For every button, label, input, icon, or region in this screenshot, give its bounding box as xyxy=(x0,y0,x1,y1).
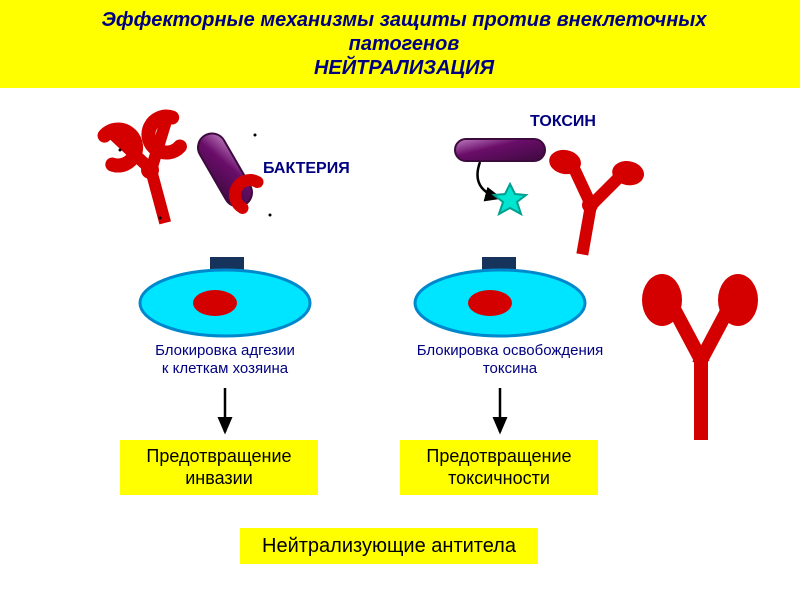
right-toxin-icon xyxy=(455,139,646,263)
left-host-cell-icon xyxy=(140,257,310,336)
diagram-scene xyxy=(0,0,800,600)
large-antibody-icon xyxy=(642,274,758,440)
right-host-cell-icon xyxy=(415,257,585,336)
left-antibody-bacteria-icon xyxy=(104,115,258,233)
